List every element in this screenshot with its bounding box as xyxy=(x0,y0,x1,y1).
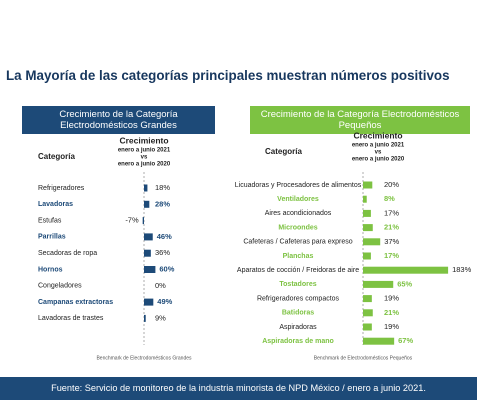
value-label: -7% xyxy=(125,216,139,225)
category-label: Microondes xyxy=(278,224,317,231)
value-label: 8% xyxy=(384,194,395,203)
value-label: 17% xyxy=(384,251,399,260)
category-header: Categoría xyxy=(265,147,302,156)
bar xyxy=(363,238,381,246)
value-label: 37% xyxy=(384,237,399,246)
bar xyxy=(144,184,148,192)
value-label: 46% xyxy=(157,232,172,241)
bar xyxy=(363,309,373,317)
benchmark-note: Benchmark de Electrodomésticos Pequeños xyxy=(314,355,413,361)
category-label: Secadoras de ropa xyxy=(38,250,97,257)
category-header: Categoría xyxy=(38,152,75,161)
value-label: 65% xyxy=(397,279,412,288)
category-label: Aparatos de cocción / Freidoras de aire xyxy=(237,267,359,274)
category-label: Aires acondicionados xyxy=(265,210,332,217)
period-base-label: enero a junio 2020 xyxy=(352,157,405,163)
bar xyxy=(363,195,367,203)
bar xyxy=(363,280,394,288)
category-label: Aspiradoras xyxy=(279,324,317,331)
bar xyxy=(144,266,156,273)
category-label: Planchas xyxy=(283,253,314,260)
value-label: 17% xyxy=(384,208,399,217)
category-label: Lavadoras de trastes xyxy=(38,315,104,322)
value-label: 21% xyxy=(384,308,399,317)
category-label: Estufas xyxy=(38,217,62,224)
value-label: 18% xyxy=(155,183,170,192)
value-label: 60% xyxy=(159,264,174,273)
bar xyxy=(363,337,395,345)
value-label: 0% xyxy=(155,281,166,290)
category-label: Licuadoras y Procesadores de alimentos xyxy=(235,182,362,189)
category-label: Congeladores xyxy=(38,283,82,290)
source-footer: Fuente: Servicio de monitoreo de la indu… xyxy=(0,377,477,400)
value-label: 49% xyxy=(157,297,172,306)
bar xyxy=(363,224,373,232)
value-label: 36% xyxy=(155,248,170,257)
category-label: Hornos xyxy=(38,266,63,273)
bar xyxy=(144,233,153,241)
value-label: 19% xyxy=(384,322,399,331)
vs-label: vs xyxy=(141,155,148,161)
period-label: enero a junio 2021 xyxy=(352,143,405,149)
bar xyxy=(363,266,449,274)
bar xyxy=(144,314,146,322)
bar xyxy=(144,298,154,306)
value-label: 67% xyxy=(398,336,413,345)
value-label: 28% xyxy=(155,199,170,208)
category-label: Tostadores xyxy=(279,281,316,288)
value-header: Crecimiento xyxy=(119,135,168,145)
bar xyxy=(363,323,372,331)
bar xyxy=(144,200,150,208)
bar xyxy=(142,217,144,225)
value-label: 19% xyxy=(384,294,399,303)
category-label: Ventiladores xyxy=(277,196,319,203)
bar xyxy=(363,181,373,189)
category-label: Campanas extractoras xyxy=(38,299,113,306)
category-label: Lavadoras xyxy=(38,201,73,208)
page-title: La Mayoría de las categorías principales… xyxy=(6,68,450,83)
period-label: enero a junio 2021 xyxy=(118,148,171,154)
category-label: Aspiradoras de mano xyxy=(262,338,334,345)
bar xyxy=(144,249,151,257)
period-base-label: enero a junio 2020 xyxy=(118,162,171,168)
benchmark-note: Benchmark de Electrodomésticos Grandes xyxy=(96,355,192,361)
vs-label: vs xyxy=(375,150,382,156)
category-label: Parrillas xyxy=(38,234,66,241)
panel-header: Crecimiento de la Categoría Electrodomés… xyxy=(250,106,470,134)
value-label: 9% xyxy=(155,313,166,322)
category-label: Refrigeradores xyxy=(38,185,85,192)
value-label: 20% xyxy=(384,180,399,189)
bar xyxy=(363,209,371,217)
bar xyxy=(363,295,372,303)
value-label: 183% xyxy=(452,265,472,274)
bar xyxy=(363,252,371,260)
value-label: 21% xyxy=(384,223,399,232)
category-label: Refrigeradores compactos xyxy=(257,295,340,302)
category-label: Cafeteras / Cafeteras para expreso xyxy=(243,239,352,246)
category-label: Batidoras xyxy=(282,310,314,317)
value-header: Crecimiento xyxy=(353,130,402,140)
panel-header: Crecimiento de la Categoría Electrodomés… xyxy=(22,106,215,134)
